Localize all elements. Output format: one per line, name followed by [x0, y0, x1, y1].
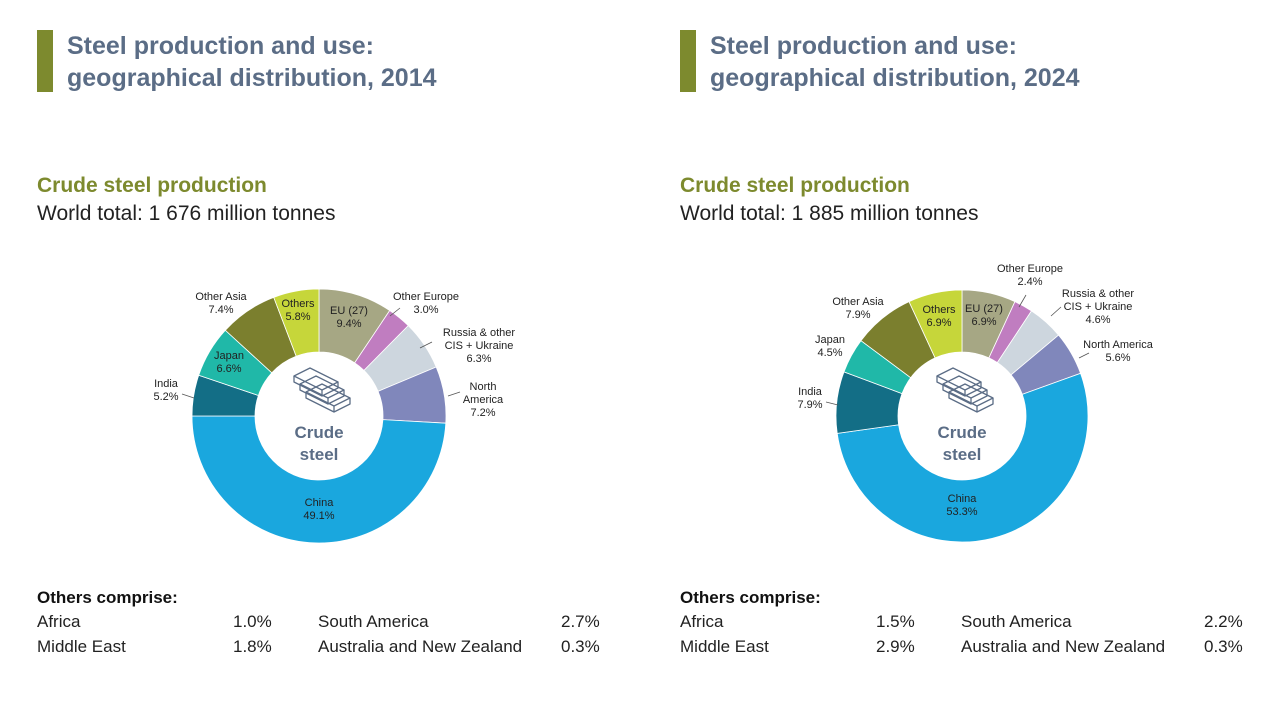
slice-label: EU (27) 9.4% — [330, 305, 368, 330]
steel-bars-icon — [293, 367, 351, 413]
donut-slice — [836, 372, 1089, 543]
steel-bars-icon — [936, 367, 994, 413]
donut-chart-2014: EU (27) 9.4% Other Europe 3.0% Russia & othe… — [153, 288, 515, 544]
others-heading: Others comprise: — [680, 588, 821, 607]
slice-label: Others 6.9% — [922, 304, 956, 329]
center-label-line-1: Crude — [294, 423, 343, 442]
others-item-value: 2.7% — [561, 612, 600, 631]
slice-label: Others 5.8% — [281, 298, 315, 323]
others-item-value: 1.5% — [876, 612, 915, 631]
donut-chart-2024: EU (27) 6.9% Other Europe 2.4%Russia & othe… — [797, 263, 1154, 543]
label-leader-line — [447, 391, 461, 397]
slice-label: Other Europe 2.4% — [997, 263, 1063, 288]
donut-slice — [273, 288, 320, 357]
label-leader-line — [389, 307, 401, 317]
others-item-name: Australia and New Zealand — [961, 637, 1166, 656]
center-label-line-1: Crude — [937, 423, 986, 442]
slice-label: Russia & other CIS + Ukraine 4.6% — [1062, 288, 1134, 326]
others-item-name: Africa — [37, 612, 81, 631]
others-item-value: 1.0% — [233, 612, 272, 631]
donut-slice — [908, 289, 963, 359]
donut-slice — [191, 415, 447, 544]
world-total: World total: 1 676 million tonnes — [37, 202, 336, 225]
slice-label: India 7.9% — [797, 386, 822, 411]
slice-label: Other Asia 7.4% — [195, 291, 247, 316]
others-item-name: South America — [961, 612, 1072, 631]
label-leader-line — [1050, 306, 1062, 317]
title-line-1: Steel production and use: — [710, 32, 1017, 60]
others-item-name: South America — [318, 612, 429, 631]
title-accent-bar — [680, 30, 696, 92]
slice-label: Russia & other CIS + Ukraine 6.3% — [443, 327, 515, 365]
label-leader-line — [825, 401, 839, 406]
label-leader-line — [1018, 294, 1027, 308]
label-leader-line — [419, 341, 433, 349]
slice-label: Japan 6.6% — [214, 350, 244, 375]
panel-2014: Steel production and use: geographical d… — [37, 30, 600, 656]
slice-label: North America 5.6% — [1083, 339, 1154, 364]
title-line-2: geographical distribution, 2024 — [710, 64, 1080, 92]
slice-label: Other Europe 3.0% — [393, 291, 459, 316]
page-title: Steel production and use: geographical d… — [710, 30, 1080, 94]
others-item-name: Middle East — [37, 637, 126, 656]
slice-label: Other Asia 7.9% — [832, 296, 884, 321]
others-item-value: 2.2% — [1204, 612, 1243, 631]
others-item-value: 0.3% — [561, 637, 600, 656]
world-total: World total: 1 885 million tonnes — [680, 202, 979, 225]
page-title: Steel production and use: geographical d… — [67, 30, 437, 94]
panel-2024: Steel production and use: geographical d… — [643, 0, 1280, 720]
label-leader-line — [1078, 352, 1090, 359]
center-label-line-2: steel — [943, 445, 982, 464]
slice-label: Japan 4.5% — [815, 334, 845, 359]
others-item-value: 0.3% — [1204, 637, 1243, 656]
title-accent-bar — [37, 30, 53, 92]
center-label-line-2: steel — [300, 445, 339, 464]
section-title: Crude steel production — [37, 174, 267, 197]
others-item-name: Middle East — [680, 637, 769, 656]
others-item-name: Australia and New Zealand — [318, 637, 523, 656]
others-item-value: 1.8% — [233, 637, 272, 656]
title-line-1: Steel production and use: — [67, 32, 374, 60]
slice-label: China 49.1% — [303, 497, 334, 522]
slice-label: EU (27) 6.9% — [965, 303, 1003, 328]
label-leader-line — [181, 393, 195, 399]
section-title: Crude steel production — [680, 174, 910, 197]
slice-label: China 53.3% — [946, 493, 977, 518]
slice-label: India 5.2% — [153, 378, 178, 403]
others-item-value: 2.9% — [876, 637, 915, 656]
others-heading: Others comprise: — [37, 588, 178, 607]
others-item-name: Africa — [680, 612, 724, 631]
title-line-2: geographical distribution, 2014 — [67, 64, 437, 92]
slice-label: North America 7.2% — [463, 381, 504, 419]
